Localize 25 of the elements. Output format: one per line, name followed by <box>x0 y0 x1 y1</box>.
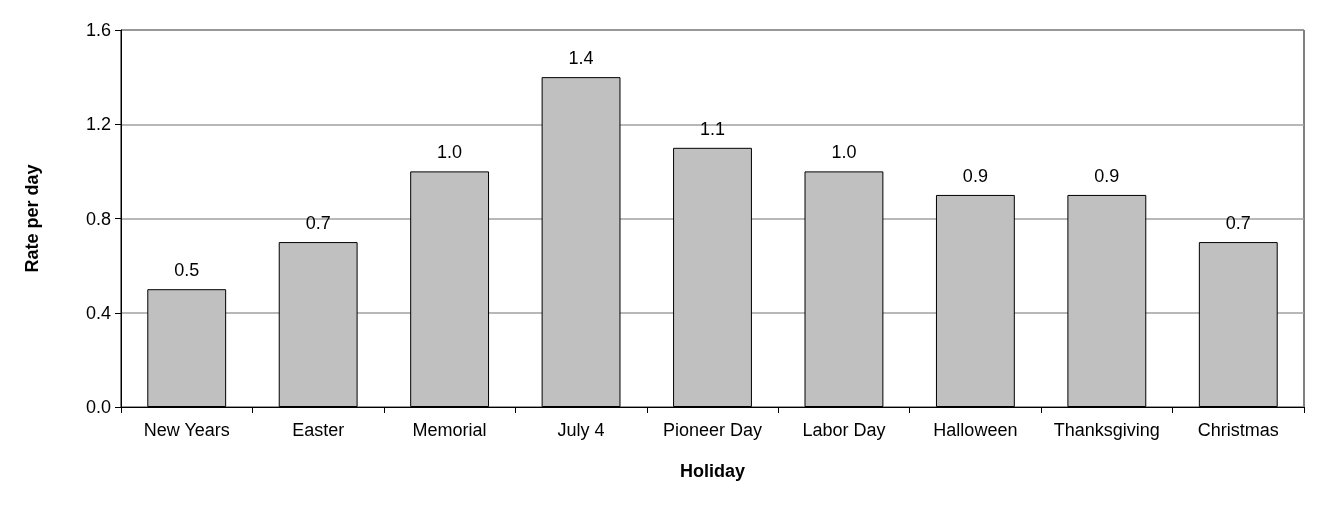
data-label: 1.0 <box>831 142 857 163</box>
y-tick-label: 0.4 <box>85 302 111 323</box>
x-tick-label: Christmas <box>1197 420 1279 440</box>
y-tick-label: 0.0 <box>85 397 111 417</box>
x-tick-label: New Years <box>143 420 230 440</box>
x-tick-label: Pioneer Day <box>662 420 763 440</box>
data-label: 0.9 <box>962 165 988 186</box>
x-tick-label: Labor Day <box>802 420 886 440</box>
data-label: 1.0 <box>437 142 463 163</box>
y-tick-label: 1.2 <box>85 114 111 135</box>
x-tick-label: July 4 <box>557 420 605 440</box>
data-label: 0.7 <box>1225 213 1251 234</box>
y-axis-title: Rate per day <box>22 164 42 273</box>
x-tick-label: Thanksgiving <box>1053 420 1160 440</box>
x-axis-title: Holiday <box>679 461 746 481</box>
x-tick-label: Easter <box>292 420 345 440</box>
data-label: 0.5 <box>174 260 200 281</box>
data-label: 1.1 <box>699 118 726 139</box>
data-label: 1.4 <box>568 48 594 69</box>
x-tick-label: Halloween <box>933 420 1018 440</box>
y-tick-label: 1.6 <box>85 20 111 40</box>
x-tick-label: Memorial <box>412 420 487 440</box>
data-label: 0.9 <box>1094 165 1120 186</box>
data-label: 0.7 <box>305 213 331 234</box>
y-tick-label: 0.8 <box>85 208 111 229</box>
